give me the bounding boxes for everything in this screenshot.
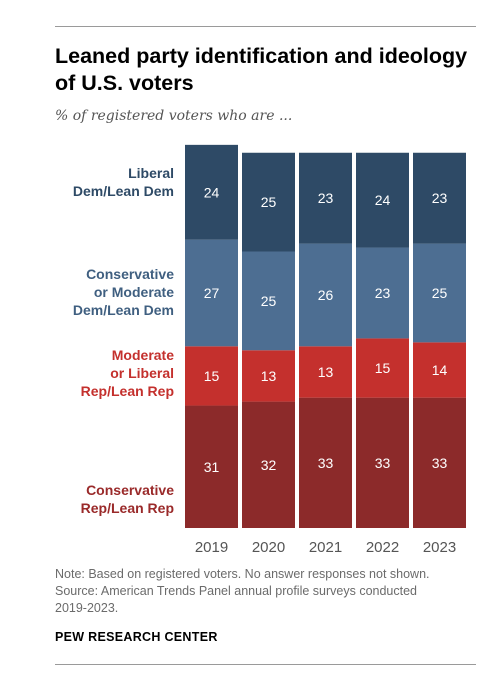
bar-value-label: 24 (204, 184, 220, 200)
x-tick-label: 2020 (252, 539, 285, 556)
bar-segment (185, 144, 238, 240)
bar-segment (185, 405, 238, 528)
bar-segment (242, 152, 295, 252)
title-line-2: of U.S. voters (55, 71, 194, 95)
bar-value-label: 23 (432, 190, 448, 206)
label-liberal-dem: Liberal Dem/Lean Dem (72, 165, 174, 199)
bar-value-label: 25 (261, 293, 277, 309)
bottom-rule (55, 664, 476, 665)
x-tick-label: 2023 (423, 539, 456, 556)
bar-segment (413, 397, 466, 528)
label-conservative-rep: Conservative Rep/Lean Rep (80, 482, 174, 516)
bar-segment (185, 239, 238, 347)
bar-value-label: 31 (204, 459, 220, 475)
bar-segment (413, 243, 466, 343)
bar-value-label: 27 (204, 285, 220, 301)
bar-value-label: 32 (261, 457, 277, 473)
bar-value-label: 33 (375, 455, 391, 471)
title-line-1: Leaned party identification and ideology (55, 44, 468, 68)
bar-segment (242, 251, 295, 351)
bar-value-label: 26 (318, 287, 334, 303)
bar-value-label: 25 (261, 194, 277, 210)
bar-segment (356, 397, 409, 528)
bar-segment (356, 247, 409, 339)
bar-segment (299, 243, 352, 347)
bar-segment (413, 152, 466, 244)
bar-value-label: 23 (318, 190, 334, 206)
bar-value-label: 33 (432, 455, 448, 471)
bar-segment (185, 346, 238, 406)
bar-segment (356, 338, 409, 398)
bar-value-label: 13 (261, 368, 277, 384)
bar-segment (299, 346, 352, 398)
bar-value-label: 25 (432, 285, 448, 301)
bar-value-label: 14 (432, 362, 448, 378)
chart-subtitle: % of registered voters who are ... (55, 108, 293, 124)
top-rule (55, 26, 476, 27)
bar-value-label: 15 (204, 368, 220, 384)
bar-value-label: 15 (375, 360, 391, 376)
bar-segment (242, 401, 295, 528)
source-org: PEW RESEARCH CENTER (55, 630, 218, 644)
bar-segment (242, 350, 295, 402)
label-conservative-moderate-dem: Conservative or Moderate Dem/Lean Dem (72, 266, 174, 318)
x-tick-label: 2022 (366, 539, 399, 556)
bar-value-label: 23 (375, 285, 391, 301)
x-tick-label: 2021 (309, 539, 342, 556)
label-moderate-liberal-rep: Moderate or Liberal Rep/Lean Rep (80, 347, 174, 399)
bar-value-label: 13 (318, 364, 334, 380)
chart-title: Leaned party identification and ideology… (55, 43, 485, 97)
footnote: Note: Based on registered voters. No ans… (55, 567, 430, 615)
bar-segment (299, 397, 352, 528)
bar-value-label: 24 (375, 192, 391, 208)
bar-segment (356, 152, 409, 248)
x-tick-label: 2019 (195, 539, 228, 556)
bar-segment (413, 342, 466, 398)
bar-segment (299, 152, 352, 244)
bar-value-label: 33 (318, 455, 334, 471)
